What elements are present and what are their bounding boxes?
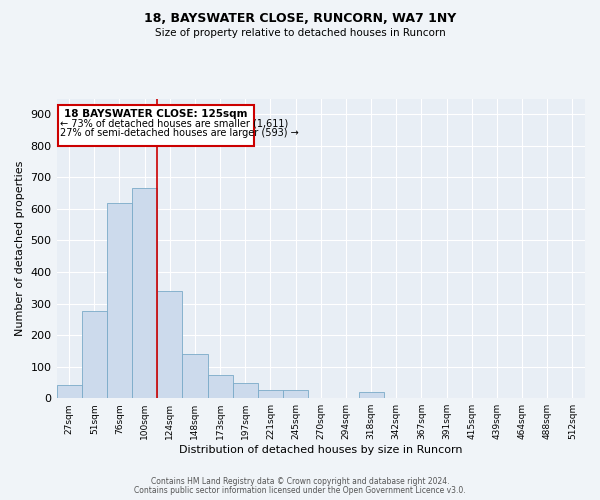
Text: 27% of semi-detached houses are larger (593) →: 27% of semi-detached houses are larger (… xyxy=(61,128,299,138)
Bar xyxy=(208,374,233,398)
Bar xyxy=(283,390,308,398)
FancyBboxPatch shape xyxy=(58,105,254,146)
Y-axis label: Number of detached properties: Number of detached properties xyxy=(15,160,25,336)
Bar xyxy=(182,354,208,398)
Text: 18 BAYSWATER CLOSE: 125sqm: 18 BAYSWATER CLOSE: 125sqm xyxy=(64,108,248,118)
Text: Size of property relative to detached houses in Runcorn: Size of property relative to detached ho… xyxy=(155,28,445,38)
X-axis label: Distribution of detached houses by size in Runcorn: Distribution of detached houses by size … xyxy=(179,445,463,455)
Text: ← 73% of detached houses are smaller (1,611): ← 73% of detached houses are smaller (1,… xyxy=(61,118,289,128)
Text: Contains HM Land Registry data © Crown copyright and database right 2024.: Contains HM Land Registry data © Crown c… xyxy=(151,477,449,486)
Bar xyxy=(56,385,82,398)
Bar xyxy=(233,384,258,398)
Text: Contains public sector information licensed under the Open Government Licence v3: Contains public sector information licen… xyxy=(134,486,466,495)
Bar xyxy=(258,390,283,398)
Bar xyxy=(359,392,383,398)
Bar xyxy=(82,312,107,398)
Text: 18, BAYSWATER CLOSE, RUNCORN, WA7 1NY: 18, BAYSWATER CLOSE, RUNCORN, WA7 1NY xyxy=(144,12,456,26)
Bar xyxy=(107,202,132,398)
Bar xyxy=(132,188,157,398)
Bar xyxy=(157,291,182,398)
